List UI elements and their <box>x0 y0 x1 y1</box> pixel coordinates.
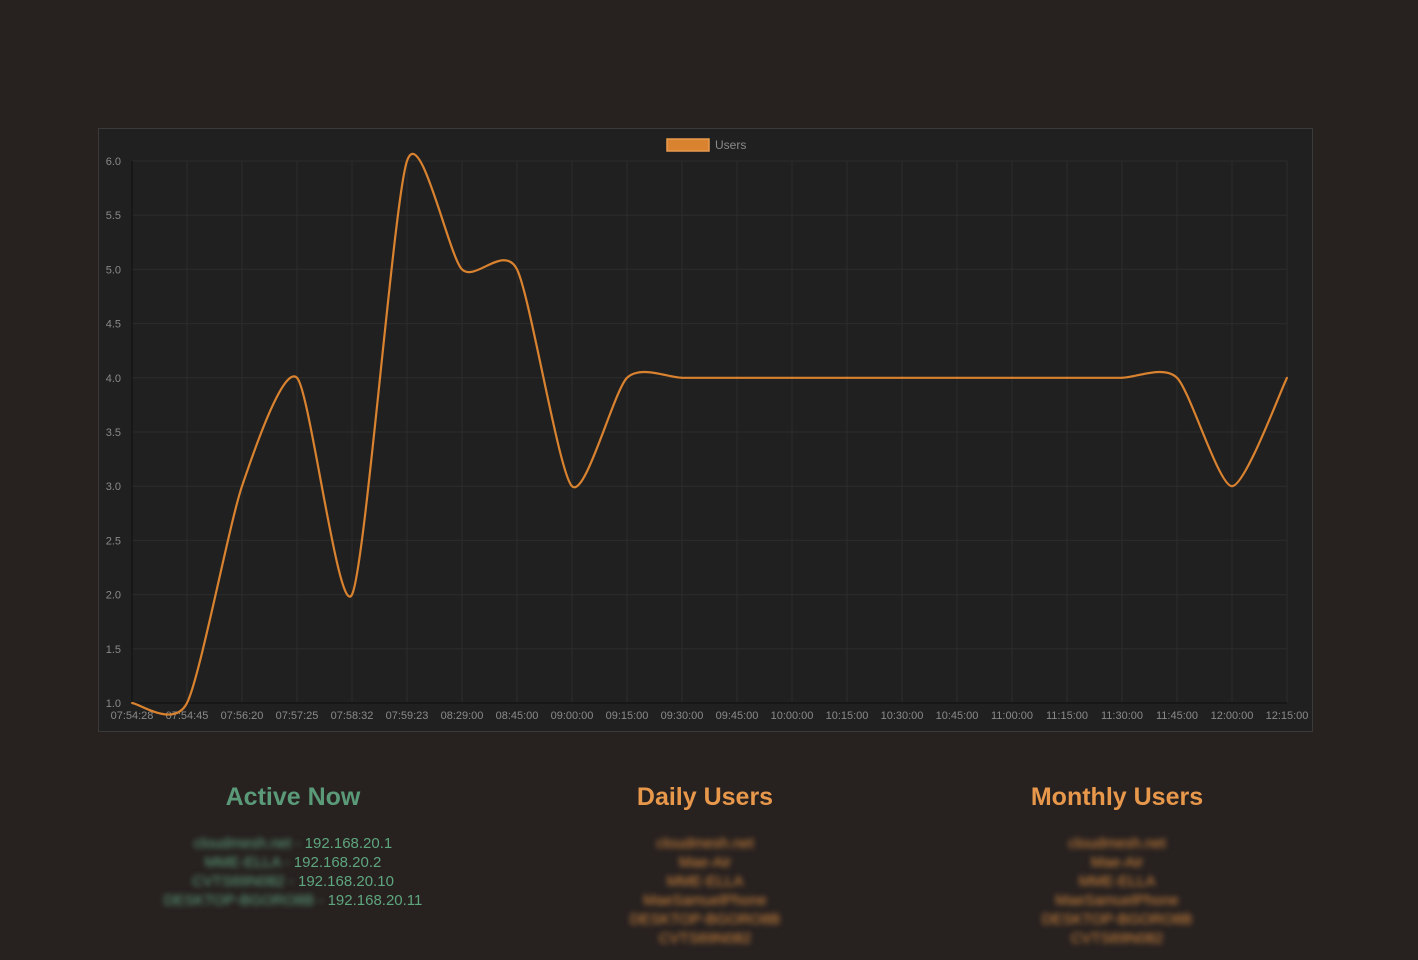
x-tick-label: 10:00:00 <box>771 710 814 722</box>
users-chart-panel: 1.0 1.5 2.0 2.5 3.0 3.5 4.0 4.5 5.0 5.5 6.0 07:54:2… <box>98 128 1313 732</box>
active-ip-address: 192.168.20.1 <box>304 835 393 852</box>
users-data-point <box>1066 376 1068 379</box>
x-tick-label: 09:15:00 <box>606 710 649 722</box>
active-ip-address: 192.168.20.11 <box>327 892 423 909</box>
active-host-name: DESKTOP-BGORO8B <box>163 892 315 909</box>
users-data-point <box>956 376 958 379</box>
daily-users-section: Daily Users cloudmesh.net Mae-Air MME-ELLA… <box>495 780 915 948</box>
users-data-point <box>461 268 463 271</box>
users-data-point <box>351 593 353 596</box>
x-tick-label: 09:30:00 <box>661 710 704 722</box>
x-tick-label: 11:15:00 <box>1046 710 1088 722</box>
daily-user-item: Mae-Air <box>678 854 732 871</box>
x-tick-label: 10:30:00 <box>881 710 924 722</box>
users-data-point <box>736 376 738 379</box>
active-separator: - <box>284 873 298 890</box>
y-tick-label: 4.0 <box>106 373 121 385</box>
x-tick-label: 07:56:20 <box>221 710 264 722</box>
y-tick-label: 4.5 <box>106 319 121 331</box>
users-series-line <box>131 152 1288 716</box>
x-tick-label: 09:00:00 <box>551 710 594 722</box>
users-data-point <box>791 376 793 379</box>
active-now-item: cloudmesh.net - 192.168.20.1 <box>83 834 503 853</box>
active-now-item: MME-ELLA - 192.168.20.2 <box>83 853 503 872</box>
daily-user-item: MME-ELLA <box>666 873 744 890</box>
x-tick-label: 11:30:00 <box>1101 710 1143 722</box>
monthly-user-item: DESKTOP-BGORO8B <box>1041 911 1193 928</box>
active-now-section: Active Now cloudmesh.net - 192.168.20.1 M… <box>83 780 503 910</box>
active-host-name: cloudmesh.net <box>193 835 292 852</box>
y-tick-label: 5.5 <box>106 210 121 222</box>
monthly-user-item: Mae-Air <box>1090 854 1144 871</box>
x-tick-label: 09:45:00 <box>716 710 759 722</box>
monthly-user-item: CVTS69N082 <box>1070 930 1164 947</box>
users-data-point <box>186 702 188 704</box>
users-data-point <box>516 268 518 271</box>
y-tick-label: 3.0 <box>106 481 121 493</box>
y-tick-label: 2.0 <box>106 590 121 602</box>
monthly-user-item: MME-ELLA <box>1078 873 1156 890</box>
y-tick-label: 1.0 <box>106 698 121 710</box>
users-data-point <box>1176 376 1178 379</box>
x-tick-label: 07:54:45 <box>166 710 209 722</box>
x-tick-label: 07:58:32 <box>331 710 374 722</box>
users-data-point <box>131 702 133 704</box>
y-tick-label: 2.5 <box>106 535 121 547</box>
users-data-point <box>1121 376 1123 379</box>
x-tick-label: 12:15:00 <box>1266 710 1309 722</box>
users-data-point <box>1231 485 1233 488</box>
users-data-point <box>296 376 298 379</box>
users-line-chart: 1.0 1.5 2.0 2.5 3.0 3.5 4.0 4.5 5.0 5.5 6.0 07:54:2… <box>106 138 1309 722</box>
y-tick-label: 1.5 <box>106 644 121 656</box>
active-now-title: Active Now <box>225 783 361 811</box>
x-tick-label: 10:45:00 <box>936 710 979 722</box>
daily-user-item: MaeSamuelPhone <box>643 892 767 909</box>
users-data-point <box>681 376 683 379</box>
users-data-point <box>846 376 848 379</box>
active-ip-address: 192.168.20.2 <box>293 854 382 871</box>
monthly-users-list: cloudmesh.net Mae-Air MME-ELLA MaeSamuelPho… <box>907 834 1327 948</box>
y-tick-label: 3.5 <box>106 427 121 439</box>
active-separator: - <box>291 835 305 852</box>
active-host-name: MME-ELLA <box>204 854 281 871</box>
users-data-point <box>1286 376 1288 379</box>
monthly-user-item: cloudmesh.net <box>1068 835 1166 852</box>
x-tick-label: 11:00:00 <box>991 710 1033 722</box>
users-data-point <box>901 376 903 379</box>
daily-user-item: DESKTOP-BGORO8B <box>629 911 781 928</box>
active-now-list: cloudmesh.net - 192.168.20.1 MME-ELLA - 1… <box>83 834 503 910</box>
users-data-point <box>406 160 408 162</box>
monthly-users-title: Monthly Users <box>1030 783 1204 811</box>
daily-users-list: cloudmesh.net Mae-Air MME-ELLA MaeSamuelPho… <box>495 834 915 948</box>
y-tick-label: 5.0 <box>106 264 121 276</box>
users-data-point <box>571 485 573 488</box>
x-tick-label: 07:59:23 <box>386 710 429 722</box>
active-now-item: CVTS69N082 - 192.168.20.10 <box>83 872 503 891</box>
users-data-point <box>626 376 628 379</box>
x-tick-label: 07:57:25 <box>276 710 319 722</box>
monthly-user-item: MaeSamuelPhone <box>1055 892 1179 909</box>
daily-user-item: CVTS69N082 <box>658 930 752 947</box>
active-host-name: CVTS69N082 <box>192 873 285 890</box>
active-now-item: DESKTOP-BGORO8B - 192.168.20.11 <box>83 891 503 910</box>
x-tick-label: 08:29:00 <box>441 710 484 722</box>
monthly-users-section: Monthly Users cloudmesh.net Mae-Air MME-EL… <box>907 780 1327 948</box>
x-tick-label: 08:45:00 <box>496 710 539 722</box>
daily-users-title: Daily Users <box>636 783 774 811</box>
legend-swatch <box>666 138 710 152</box>
legend-label: Users <box>715 138 746 152</box>
daily-user-item: cloudmesh.net <box>656 835 754 852</box>
active-ip-address: 192.168.20.10 <box>297 873 394 890</box>
x-tick-label: 12:00:00 <box>1211 710 1254 722</box>
active-separator: - <box>314 892 328 909</box>
users-data-point <box>241 485 243 488</box>
users-data-point <box>1011 376 1013 379</box>
y-tick-label: 6.0 <box>106 156 121 168</box>
active-separator: - <box>280 854 294 871</box>
x-tick-label: 10:15:00 <box>826 710 869 722</box>
x-tick-label: 07:54:28 <box>111 710 154 722</box>
x-tick-label: 11:45:00 <box>1156 710 1198 722</box>
